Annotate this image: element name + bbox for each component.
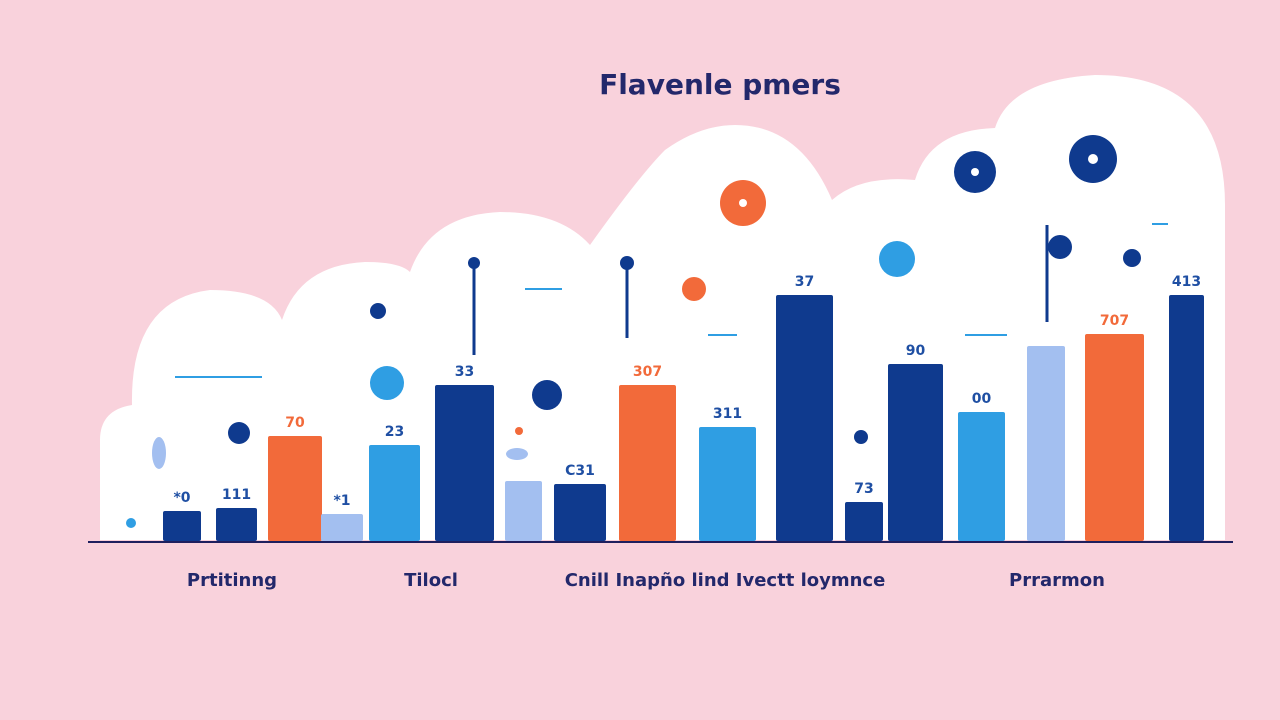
bar-value-label: 70 [285, 415, 305, 431]
bar-value-label: 707 [1100, 313, 1129, 329]
decor-dot [971, 168, 979, 176]
bar [1027, 346, 1065, 541]
bar [369, 445, 420, 541]
bars [163, 295, 1204, 541]
bar-value-label: 33 [455, 364, 474, 380]
decor-dot [1123, 249, 1141, 267]
bar-value-label: 23 [385, 424, 404, 440]
bar-value-label: 111 [222, 487, 251, 503]
value-labels: *0 111 70 *1 23 33 C31 307 311 37 73 90 00 707 413 [173, 274, 1201, 509]
decor-dot [682, 277, 706, 301]
decor-pin-head [620, 256, 634, 270]
group-label: Prrarmon [1009, 570, 1105, 591]
bar [1169, 295, 1204, 541]
bar [321, 514, 363, 541]
cloud-backdrop [100, 75, 1225, 540]
bar [958, 412, 1005, 541]
bar [163, 511, 201, 541]
bar-value-label: *1 [333, 493, 350, 509]
bar-value-label: 90 [906, 343, 926, 359]
decor-dot [739, 199, 747, 207]
bar [554, 484, 606, 541]
decor-dot [126, 518, 136, 528]
bar [216, 508, 257, 541]
decor-dot [370, 366, 404, 400]
group-label: Tilocl [404, 570, 458, 591]
decor-dot [515, 427, 523, 435]
bar-value-label: 413 [1172, 274, 1201, 290]
group-labels: Prtitinng Tilocl Cnill Inapño lind Ivectt … [187, 570, 1105, 591]
bar [435, 385, 494, 541]
decor-dot [370, 303, 386, 319]
bar [1085, 334, 1144, 541]
bar [619, 385, 676, 541]
bar [268, 436, 322, 541]
decor-dot [854, 430, 868, 444]
decor-dot [532, 380, 562, 410]
bar [505, 481, 542, 541]
bar [699, 427, 756, 541]
bar-value-label: C31 [565, 463, 595, 479]
bar [776, 295, 833, 541]
group-label: Prtitinng [187, 570, 277, 591]
decor-dot [1048, 235, 1072, 259]
decor-dot [228, 422, 250, 444]
decor-pin-head [468, 257, 480, 269]
bar-value-label: 37 [795, 274, 814, 290]
bar-value-label: 307 [633, 364, 662, 380]
bar [888, 364, 943, 541]
decor-dot [1088, 154, 1098, 164]
bar-value-label: 311 [713, 406, 742, 422]
decor-dot [506, 448, 528, 460]
decorations [126, 135, 1168, 528]
bar-value-label: 00 [972, 391, 992, 407]
decor-dot [152, 437, 166, 469]
decor-dot [879, 241, 915, 277]
bar [845, 502, 883, 541]
chart-title: Flavenle pmers [599, 68, 841, 101]
bar-value-label: 73 [854, 481, 873, 497]
bar-value-label: *0 [173, 490, 190, 506]
group-label: Cnill Inapño lind Ivectt loymnce [565, 570, 886, 591]
